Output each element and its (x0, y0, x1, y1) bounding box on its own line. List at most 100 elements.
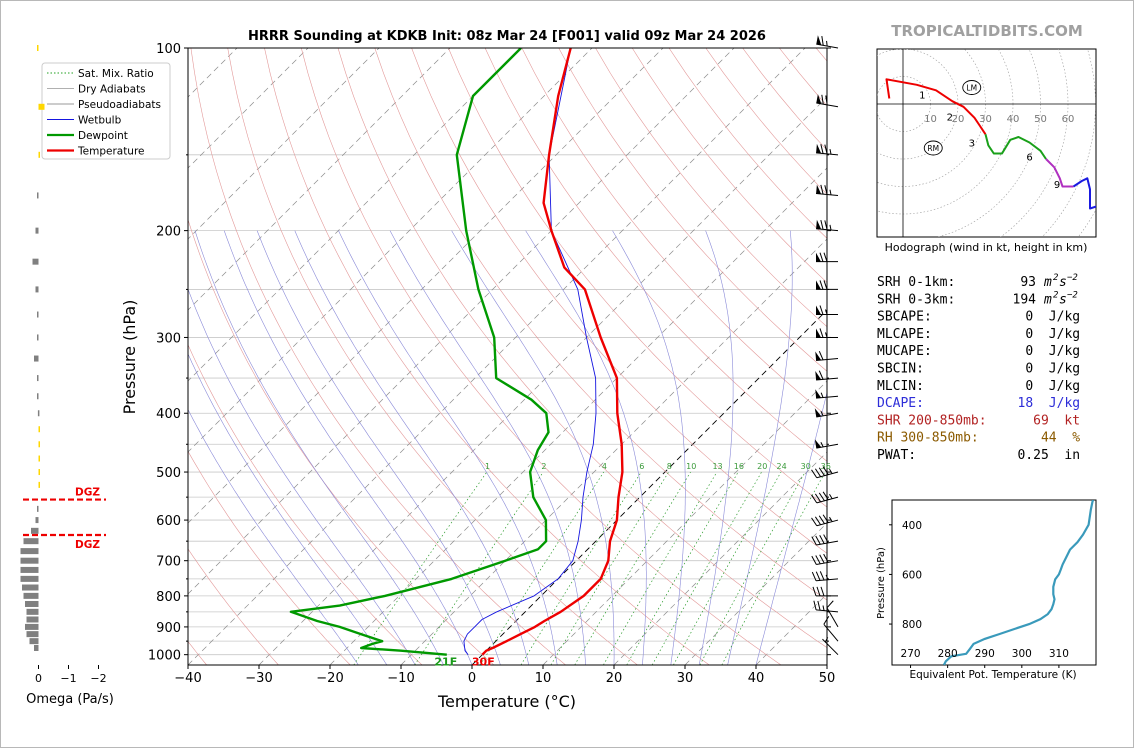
dry-adiabat (188, 218, 495, 665)
barb-full (818, 350, 824, 361)
dry-adiabat (227, 48, 638, 665)
barb-half (825, 574, 829, 580)
barb-full (815, 555, 821, 565)
lm-marker (962, 80, 982, 95)
rm-marker (923, 140, 943, 156)
mixing-ratio-label: 1 (485, 462, 490, 471)
omega-bar (37, 334, 39, 341)
wetbulb-line (463, 48, 597, 655)
barb-full (820, 586, 825, 597)
stat-label: SBCIN: (877, 362, 924, 377)
mixing-ratio-line (414, 471, 544, 665)
theta-e-y-tick-label: 800 (902, 619, 922, 631)
barb-full (823, 280, 828, 290)
barb-staff (816, 395, 839, 399)
theta-e-x-tick-label: 290 (975, 648, 995, 660)
barb-full (824, 220, 828, 230)
theta-e-y-label: Pressure (hPa) (876, 547, 887, 619)
moist-adiabat (755, 391, 827, 665)
mixing-ratio-label: 2 (541, 462, 546, 471)
hodograph: 10 20 30 40 50 60 1 2 3 6 9 LM RM (877, 49, 1096, 237)
stat-label: RH 300-850mb: (877, 431, 979, 446)
barb-flag (814, 439, 822, 449)
barb-full (815, 571, 821, 581)
barb-half (820, 392, 824, 398)
x-tick-label: 20 (606, 671, 623, 686)
moist-adiabat (188, 288, 416, 665)
barb-full (818, 370, 824, 380)
barb-half (829, 516, 833, 522)
barb-half (824, 637, 829, 643)
mixing-ratio-line (550, 471, 669, 665)
wind-barb (823, 615, 839, 642)
stat-unit: % (1072, 431, 1080, 446)
barb-full (811, 571, 817, 581)
dry-adiabat (264, 48, 710, 665)
wind-barb (811, 571, 839, 582)
isotherm (471, 309, 827, 665)
y-tick-label: 900 (156, 621, 181, 636)
y-tick-label: 300 (156, 331, 181, 346)
legend-label: Dewpoint (78, 130, 128, 142)
theta-e-x-tick-label: 310 (1049, 648, 1069, 660)
x-tick-label: 30 (677, 671, 694, 686)
moist-adiabat (338, 230, 558, 665)
omega-bar (37, 45, 39, 51)
stat-unit: J/kg (1049, 310, 1080, 325)
hodograph-height-label: 1 (919, 90, 925, 101)
wind-barb (814, 408, 839, 418)
theta-e-x-tick-label: 280 (938, 648, 958, 660)
moist-adiabat (698, 230, 734, 665)
dgz-label: DGZ (75, 487, 100, 499)
wind-barb (816, 184, 839, 196)
hodograph-segment (1045, 158, 1074, 188)
barb-full (818, 492, 825, 502)
wind-barb (815, 370, 839, 381)
barb-full (811, 469, 818, 479)
omega-tick-label: −2 (90, 672, 106, 685)
barb-full (816, 586, 821, 597)
barb-full (821, 35, 824, 46)
x-tick-label: 10 (535, 671, 552, 686)
dry-adiabat (188, 343, 423, 665)
barb-half (822, 605, 825, 611)
skewt-profiles (289, 48, 624, 656)
omega-bar (35, 286, 39, 293)
mixing-ratio-line (520, 471, 642, 665)
barb-half (820, 410, 824, 417)
omega-bar (38, 151, 40, 158)
barb-full (818, 515, 825, 524)
stat-value: 0 (1025, 379, 1033, 394)
stat-label: MUCAPE: (877, 344, 932, 359)
dry-adiabat (484, 48, 827, 462)
moist-adiabat (256, 230, 501, 665)
omega-bar (20, 548, 39, 555)
mixing-ratio-label: 13 (712, 462, 722, 471)
barb-flag (816, 35, 822, 45)
barb-full (820, 219, 824, 230)
wind-barb (822, 637, 839, 656)
barb-full (823, 553, 829, 563)
y-tick-label: 700 (156, 555, 181, 570)
omega-bar (38, 481, 40, 488)
mixing-ratio-line (574, 471, 691, 665)
mixing-ratio-label: 4 (602, 462, 607, 471)
moist-adiabat (451, 230, 615, 665)
stats-panel: SRH 0-1km: 93 m 2 s −2 SRH 0-3km: 194 m 2 s −2 SBCAP… (877, 273, 1080, 463)
omega-axis-label: Omega (Pa/s) (26, 692, 114, 707)
barb-full (814, 493, 822, 503)
barb-full (822, 491, 829, 501)
stat-unit: kt (1064, 413, 1080, 428)
mixing-ratio-label: 8 (667, 462, 672, 471)
barb-half (820, 441, 824, 448)
barb-flag (814, 408, 822, 418)
wind-barb (816, 219, 839, 232)
barb-full (825, 95, 828, 105)
y-tick-label: 1000 (148, 649, 181, 664)
lm-marker-label: LM (966, 84, 977, 93)
omega-bar (37, 192, 39, 199)
omega-bar (20, 557, 39, 564)
barb-staff (816, 102, 839, 108)
barb-flag (816, 252, 821, 262)
dry-adiabat (521, 48, 827, 417)
